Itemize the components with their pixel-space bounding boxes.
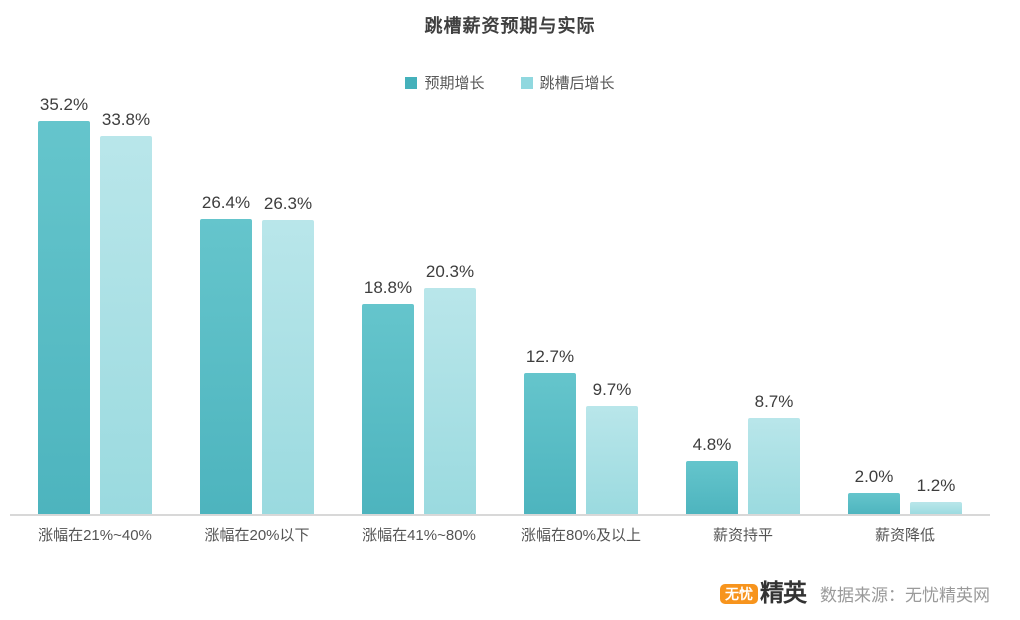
value-label-actual: 8.7% xyxy=(754,391,794,411)
bar-group: 18.8% 20.3% xyxy=(338,262,500,515)
value-label-actual: 26.3% xyxy=(263,194,313,214)
category-label: 薪资持平 xyxy=(712,527,773,544)
chart-title: 跳槽薪资预期与实际 xyxy=(424,16,596,36)
bar-actual xyxy=(424,287,476,515)
bar-actual xyxy=(748,417,800,515)
category-label: 涨幅在80%及以上 xyxy=(520,527,642,544)
bar-group: 4.8% 8.7% xyxy=(662,392,824,515)
value-label-expected: 2.0% xyxy=(854,466,894,486)
category-label: 涨幅在21%~40% xyxy=(38,527,152,544)
bar-actual xyxy=(100,136,152,515)
logo-badge: 无忧 xyxy=(720,583,758,604)
legend-item-expected: 预期增长 xyxy=(405,72,485,93)
legend: 预期增长 跳槽后增长 xyxy=(0,72,1020,93)
x-axis-line xyxy=(10,514,990,516)
category-label: 薪资降低 xyxy=(874,527,935,544)
bar-group: 12.7% 9.7% xyxy=(500,347,662,515)
value-label-expected: 12.7% xyxy=(525,346,575,366)
footer: 无忧 精英 数据来源：无忧精英网 xyxy=(720,581,990,606)
value-label-actual: 20.3% xyxy=(425,261,475,281)
legend-swatch-expected-icon xyxy=(405,76,418,89)
value-label-actual: 9.7% xyxy=(592,380,632,400)
value-label-expected: 4.8% xyxy=(692,435,732,455)
bar-actual xyxy=(586,406,638,515)
legend-label-expected: 预期增长 xyxy=(424,75,485,92)
value-label-expected: 18.8% xyxy=(363,278,413,298)
bar-actual xyxy=(910,501,962,515)
value-label-actual: 1.2% xyxy=(916,475,956,495)
data-source-text: 数据来源：无忧精英网 xyxy=(820,586,990,605)
bar-expected xyxy=(524,372,576,515)
category-label: 涨幅在20%以下 xyxy=(204,527,310,544)
bar-expected xyxy=(362,304,414,515)
legend-item-actual: 跳槽后增长 xyxy=(520,72,615,93)
logo-text: 精英 xyxy=(760,579,807,607)
bar-group: 26.4% 26.3% xyxy=(176,193,338,515)
bar-expected xyxy=(200,219,252,515)
plot-area: 35.2% 33.8% 26.4% 26.3% 18.8% 20.3% 12.7% 9.7% 4… xyxy=(14,95,986,515)
bar-actual xyxy=(262,220,314,515)
bar-expected xyxy=(686,461,738,515)
value-label-actual: 33.8% xyxy=(101,110,151,130)
category-label: 涨幅在41%~80% xyxy=(362,527,476,544)
bar-group: 35.2% 33.8% xyxy=(14,95,176,515)
x-axis-labels: 涨幅在21%~40% 涨幅在20%以下 涨幅在41%~80% 涨幅在80%及以上 薪资持… xyxy=(14,524,986,545)
logo-51job-elite: 无忧 精英 xyxy=(720,579,807,607)
bar-expected xyxy=(848,492,900,515)
bar-expected xyxy=(38,120,90,515)
legend-swatch-actual-icon xyxy=(520,76,533,89)
value-label-expected: 26.4% xyxy=(201,193,251,213)
value-label-expected: 35.2% xyxy=(39,94,89,114)
legend-label-actual: 跳槽后增长 xyxy=(539,75,615,92)
bar-group: 2.0% 1.2% xyxy=(824,467,986,515)
